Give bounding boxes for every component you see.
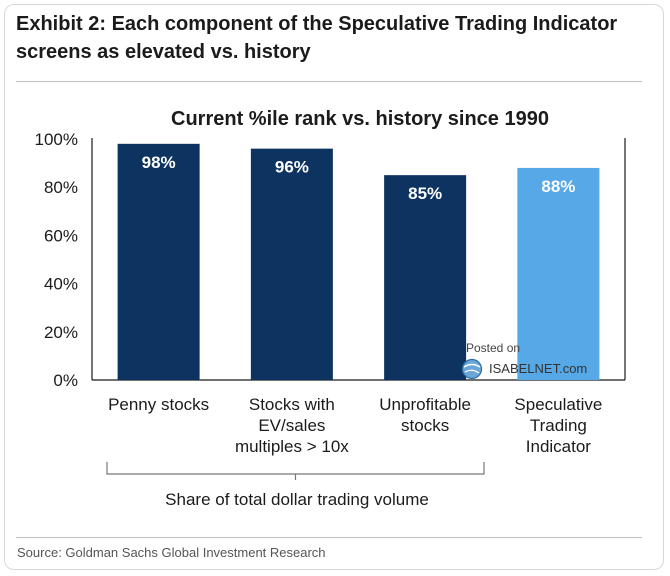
x-category-label: Penny stocks [108, 395, 209, 414]
bar-value-label: 85% [408, 184, 442, 203]
watermark-site-text: ISABELNET.com [489, 361, 588, 376]
category-bracket: Share of total dollar trading volume [106, 462, 485, 509]
bar [117, 143, 200, 380]
y-tick-label: 80% [44, 178, 78, 197]
y-tick-label: 60% [44, 226, 78, 245]
bar [250, 148, 333, 380]
watermark-posted-text: Posted on [466, 341, 521, 355]
y-axis: 0% 20% 40% 60% 80% 100% [35, 130, 626, 390]
x-axis-labels: Penny stocks Stocks with EV/sales multiples… [108, 395, 602, 456]
x-category-label: Indicator [526, 437, 592, 456]
y-tick-label: 100% [35, 130, 78, 149]
x-category-label: Unprofitable [379, 395, 471, 414]
chart-title: Current %ile rank vs. history since 1990 [171, 108, 549, 130]
isabelnet-watermark: Posted on ISABELNET.com [456, 341, 616, 385]
y-tick-label: 40% [44, 275, 78, 294]
bar-value-label: 88% [541, 177, 575, 196]
x-category-label: EV/sales [258, 416, 325, 435]
exhibit-title: Exhibit 2: Each component of the Specula… [16, 13, 618, 63]
x-category-label: multiples > 10x [235, 437, 349, 456]
bracket-line [106, 462, 485, 475]
bars: 98% 96% 85% 88% [117, 143, 600, 380]
title-divider [16, 81, 642, 82]
y-tick-label: 0% [53, 371, 78, 390]
source-note: Source: Goldman Sachs Global Investment … [17, 545, 326, 560]
x-category-label: Speculative [514, 395, 602, 414]
globe-icon [461, 358, 483, 380]
source-divider [16, 537, 642, 538]
bar-value-label: 96% [275, 158, 309, 177]
bar [384, 175, 467, 380]
y-tick-label: 20% [44, 323, 78, 342]
bracket-label: Share of total dollar trading volume [165, 490, 429, 509]
x-category-label: stocks [401, 416, 449, 435]
x-category-label: Stocks with [249, 395, 335, 414]
bar [517, 167, 600, 380]
x-category-label: Trading [530, 416, 587, 435]
bar-value-label: 98% [142, 153, 176, 172]
